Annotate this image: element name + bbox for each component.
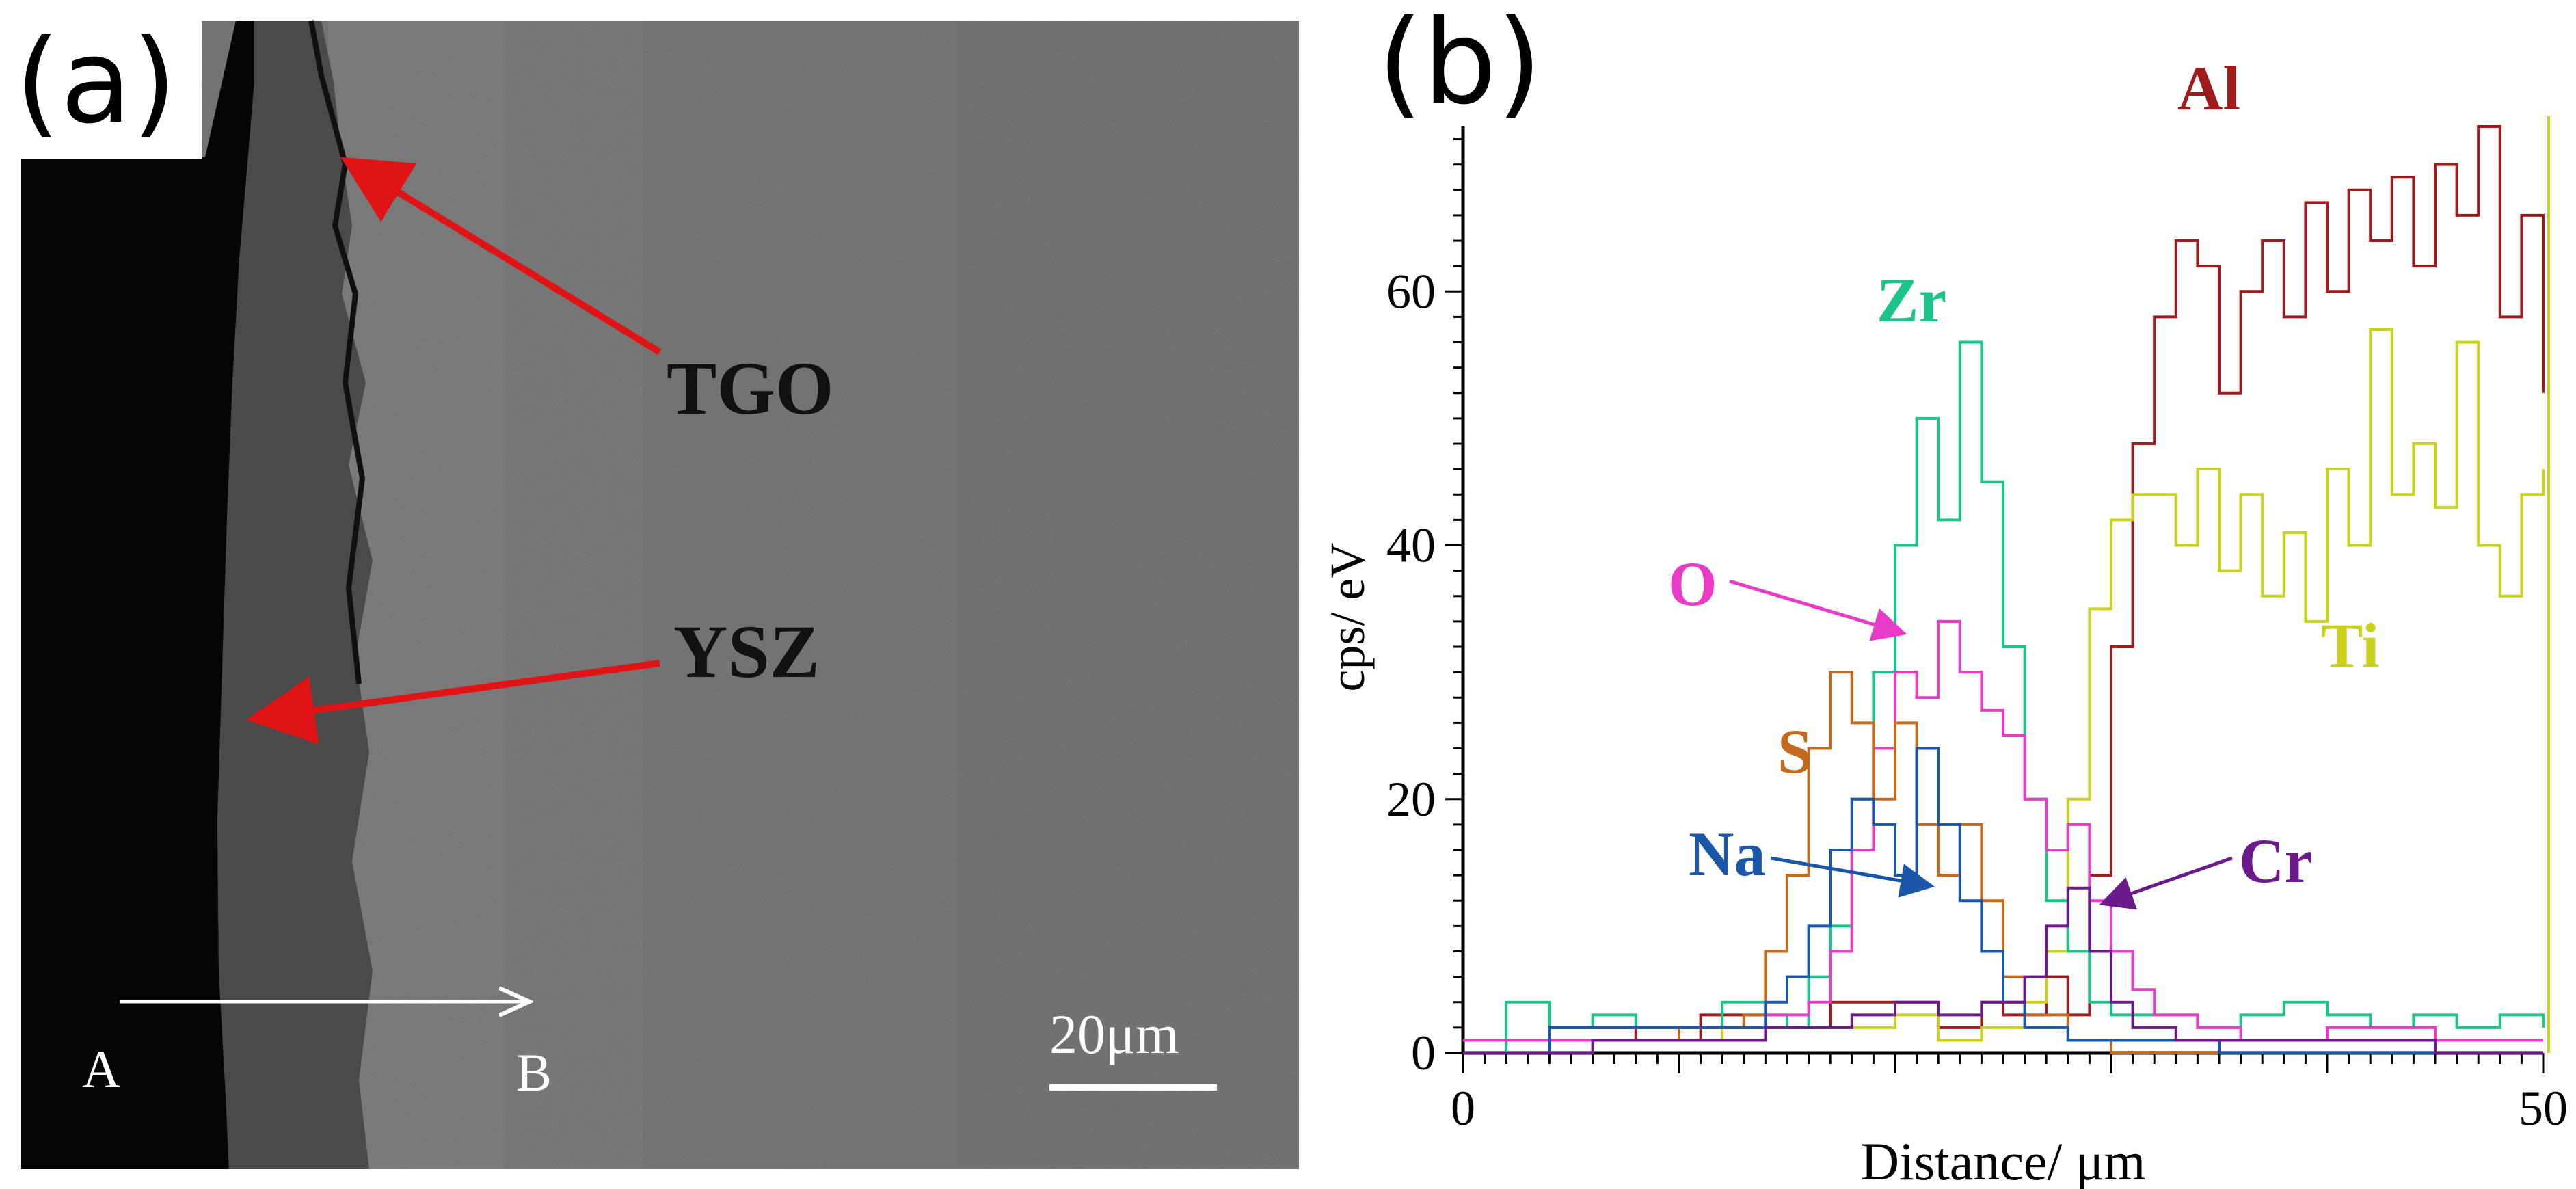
panel-b-label: (b) [1378, 0, 1542, 131]
panel-a-label: (a) [15, 14, 177, 150]
x-tick-label: 50 [2519, 1081, 2568, 1136]
line-start-label: A [82, 1039, 120, 1099]
element-label-ti: Ti [2321, 611, 2379, 680]
x-axis-title: Distance/ μm [1861, 1132, 2146, 1189]
na-label-arrow [1770, 856, 1935, 898]
series-line-zr [1463, 340, 2545, 1054]
line-end-label: B [516, 1043, 552, 1102]
eds-line-scan-chart: 0 50 0 20 40 60 Distance/ μm cps/ eV Al Zr O SNa Cr T… [1320, 53, 2568, 1189]
cr-label-arrow [2099, 856, 2233, 910]
y-axis-title: cps/ eV [1320, 543, 1375, 692]
coating-layer [217, 21, 373, 1169]
ysz-arrow [246, 660, 660, 745]
element-label-na: Na [1689, 819, 1765, 889]
panel-b: (b) 0 50 0 20 40 60 Distance/ μm cps/ eV Al Zr O SN… [1320, 0, 2568, 1189]
tgo-crack-line [308, 20, 366, 684]
scale-bar-label: 20μm [1049, 1003, 1179, 1065]
series-line-s [1463, 671, 2543, 1054]
element-label-cr: Cr [2239, 826, 2312, 896]
element-label-al: Al [2177, 53, 2240, 123]
tgo-arrow [340, 157, 662, 356]
scale-bar [1049, 1084, 1217, 1091]
x-tick-label: 0 [1451, 1081, 1475, 1136]
tgo-label: TGO [667, 347, 834, 430]
element-label-o: O [1668, 549, 1717, 619]
o-label-arrow [1729, 579, 1907, 641]
series-line-ti [1463, 328, 2545, 1054]
y-tick-label: 20 [1386, 772, 1436, 827]
y-tick-label: 60 [1386, 264, 1436, 319]
y-tick-label: 40 [1386, 518, 1436, 573]
element-label-zr: Zr [1877, 265, 1946, 335]
element-label-s: S [1777, 717, 1812, 786]
series-line-al [1463, 125, 2545, 1042]
y-tick-label: 0 [1411, 1026, 1436, 1080]
dark-epoxy-region [21, 21, 260, 1169]
panel-a-label-box [0, 0, 202, 159]
panel-a: (a) TGO YSZ A B 20μm [0, 0, 1299, 1169]
ysz-label: YSZ [673, 610, 820, 693]
series-line-o [1463, 619, 2543, 1042]
series-line-cr [1463, 886, 2543, 1054]
